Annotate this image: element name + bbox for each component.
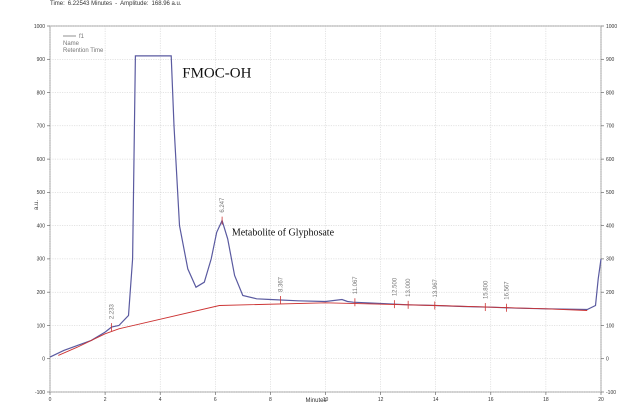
grid — [49, 25, 602, 393]
metabolite-annotation: Metabolite of Glyphosate — [232, 228, 335, 239]
y-tick-label-left: 200 — [37, 290, 46, 296]
y-tick-label-left: 600 — [37, 157, 46, 163]
legend-series-label: f1 — [79, 34, 85, 40]
legend-row-retention-time: Retention Time — [63, 48, 104, 54]
x-tick-label: 18 — [543, 397, 549, 403]
x-tick-label: 8 — [269, 397, 272, 403]
y-tick-label-right: 600 — [606, 157, 615, 163]
x-tick-label: 14 — [433, 397, 439, 403]
y-tick-label-left: 900 — [37, 57, 46, 63]
x-tick-label: 10 — [323, 397, 329, 403]
y-tick-label-right: 200 — [606, 290, 615, 296]
amplitude-value: 168.96 a.u. — [151, 1, 182, 7]
y-tick-label-right: 900 — [606, 57, 615, 63]
x-axis-title: Minutes — [305, 398, 326, 404]
y-tick-label-left: 400 — [37, 223, 46, 229]
y-tick-label-right: 400 — [606, 223, 615, 229]
status-separator: - — [115, 1, 118, 7]
y-tick-label-left: 700 — [37, 124, 46, 130]
x-tick-label: 20 — [598, 397, 604, 403]
peak-markers: 2.233 6.247 8.367 11.067 12.500 13.000 13.967 1… — [110, 197, 510, 332]
time-value: 6.22543 Minutes — [67, 1, 113, 7]
peak-label: 16.567 — [504, 281, 510, 300]
peak-label: 6.247 — [220, 197, 226, 213]
amplitude-label: Amplitude: — [120, 1, 149, 7]
peak-label: 11.067 — [353, 276, 359, 295]
legend-row-name: Name — [63, 41, 80, 47]
peak-label: 15.800 — [483, 280, 489, 299]
x-tick-label: 2 — [104, 397, 107, 403]
y-tick-label-right: 800 — [606, 90, 615, 96]
y-axis-title: a.u. — [34, 200, 40, 210]
baseline-trace — [58, 302, 588, 356]
peak-label: 13.967 — [433, 278, 439, 297]
peak-label: 2.233 — [110, 303, 116, 319]
peak-label: 13.000 — [406, 278, 412, 297]
y-tick-label-right: 700 — [606, 124, 615, 130]
y-tick-label-right: 0 — [606, 357, 609, 363]
y-tick-label-right: -100 — [606, 390, 616, 396]
y-axis-left: -100 0 100 200 300 400 500 600 700 800 900 1000 — [34, 24, 50, 396]
legend: f1 Name Retention Time — [63, 34, 104, 54]
fmoc-oh-annotation: FMOC-OH — [182, 66, 251, 82]
x-axis: 0 2 4 6 8 10 12 14 16 18 20 — [49, 392, 604, 403]
y-tick-label-left: 100 — [37, 323, 46, 329]
x-tick-label: 4 — [159, 397, 162, 403]
y-tick-label-right: 500 — [606, 190, 615, 196]
x-tick-label: 6 — [214, 397, 217, 403]
y-tick-label-left: 500 — [37, 190, 46, 196]
annotations: FMOC-OH Metabolite of Glyphosate — [182, 66, 334, 239]
peak-label: 12.500 — [392, 277, 398, 296]
y-tick-label-left: 0 — [42, 357, 45, 363]
y-tick-label-left: 300 — [37, 257, 46, 263]
y-tick-label-right: 1000 — [606, 24, 617, 30]
y-axis-right: -100 0 100 200 300 400 500 600 700 800 900 1000 — [601, 24, 617, 396]
y-tick-label-right: 100 — [606, 323, 615, 329]
y-tick-label-right: 300 — [606, 257, 615, 263]
y-tick-label-left: -100 — [35, 390, 45, 396]
peak-label: 8.367 — [279, 276, 285, 292]
x-tick-label: 16 — [488, 397, 494, 403]
time-label: Time: — [50, 1, 65, 7]
series-group — [49, 55, 602, 358]
status-bar: Time: 6.22543 Minutes - Amplitude: 168.96 a.… — [50, 1, 185, 7]
y-tick-label-left: 800 — [37, 90, 46, 96]
x-tick-label: 12 — [378, 397, 384, 403]
x-tick-label: 0 — [49, 397, 52, 403]
y-tick-label-left: 1000 — [34, 24, 45, 30]
